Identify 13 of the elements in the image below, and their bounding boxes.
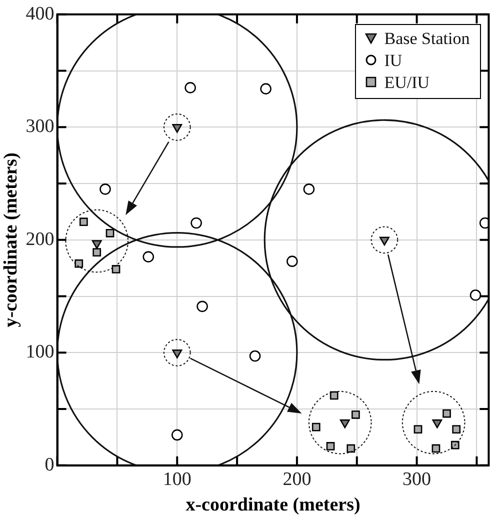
x-tick-label: 200 xyxy=(282,468,312,490)
legend-label: IU xyxy=(384,51,402,70)
y-tick-label: 100 xyxy=(26,342,54,363)
x-tick-label: 100 xyxy=(162,468,192,490)
y-axis-title: y-coordinate (meters) xyxy=(0,152,22,328)
legend-label: EU/IU xyxy=(384,73,430,92)
y-tick-label: 0 xyxy=(44,454,54,476)
y-tick-label: 400 xyxy=(26,3,54,24)
legend-label: Base Station xyxy=(384,29,470,48)
y-tick-label: 300 xyxy=(26,116,54,138)
x-tick-label: 300 xyxy=(402,468,432,490)
y-tick-label: 200 xyxy=(26,228,54,250)
x-axis-title: x-coordinate (meters) xyxy=(186,494,360,516)
